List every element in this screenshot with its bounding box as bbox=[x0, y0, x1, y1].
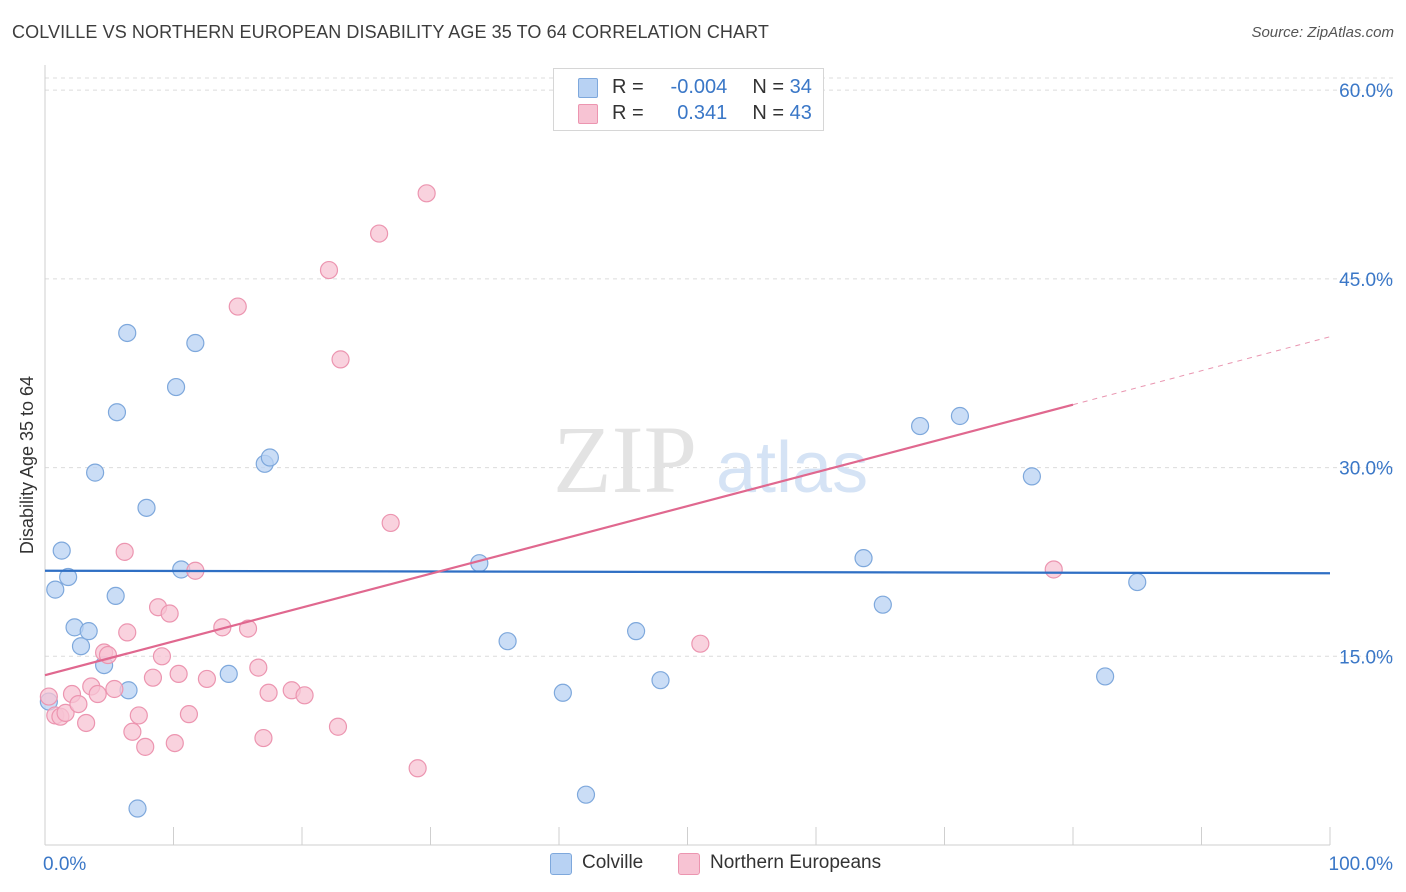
northern-europeans-point bbox=[197, 669, 217, 689]
legend-n-value: 43 bbox=[789, 102, 812, 124]
colville-point bbox=[107, 403, 127, 422]
northern-europeans-point bbox=[69, 694, 88, 714]
colville-point bbox=[166, 377, 186, 397]
stats-legend: R = -0.004 N = 34 R = 0.341 N = 43 bbox=[553, 68, 824, 131]
legend-r-label: R = bbox=[612, 76, 644, 98]
northern-europeans-point bbox=[249, 658, 268, 677]
colville-point bbox=[950, 406, 970, 426]
x-tick-label: 100.0% bbox=[1329, 854, 1394, 875]
colville-point bbox=[910, 416, 930, 436]
legend-n-value: 34 bbox=[789, 76, 812, 98]
northern-europeans-point bbox=[228, 297, 247, 316]
colville-point bbox=[1096, 667, 1115, 686]
colville-label: Colville bbox=[582, 852, 644, 873]
colville-trend-line bbox=[44, 569, 1331, 575]
colville-point bbox=[1128, 572, 1147, 592]
y-tick-label: 60.0% bbox=[1339, 81, 1393, 102]
northern-europeans-point bbox=[179, 705, 199, 724]
colville-point bbox=[626, 622, 646, 641]
northern-europeans-point bbox=[691, 634, 710, 653]
northern-europeans-point bbox=[319, 260, 339, 280]
northern-europeans-point bbox=[39, 687, 58, 706]
colville-point bbox=[106, 586, 125, 606]
northern-europeans-point bbox=[115, 542, 134, 561]
colville-point bbox=[498, 632, 517, 651]
northern-europeans-point bbox=[105, 679, 124, 699]
x-tick-label: 0.0% bbox=[43, 854, 86, 875]
legend-r-value: -0.004 bbox=[670, 76, 728, 98]
source-label: Source: ZipAtlas.com bbox=[1251, 24, 1394, 41]
northern-europeans-swatch bbox=[678, 853, 700, 875]
northern-europeans-point bbox=[123, 722, 142, 741]
legend-n-label: N = bbox=[752, 102, 785, 124]
colville-point bbox=[128, 799, 147, 818]
colville-point bbox=[52, 541, 71, 560]
colville-swatch bbox=[550, 853, 572, 875]
northern-europeans-point bbox=[129, 706, 148, 725]
northern-europeans-point bbox=[381, 513, 400, 533]
legend-r-value: 0.341 bbox=[677, 102, 728, 124]
northern-europeans-point bbox=[370, 224, 389, 243]
colville-point bbox=[219, 664, 238, 684]
colville-point bbox=[59, 567, 78, 587]
northern-europeans-point bbox=[238, 619, 258, 638]
northern-europeans-point bbox=[417, 184, 436, 203]
northern-europeans-trend-line bbox=[44, 403, 1074, 677]
y-tick-label: 30.0% bbox=[1339, 459, 1393, 480]
northern-europeans-point bbox=[408, 759, 427, 778]
northern-europeans-point bbox=[169, 664, 188, 684]
colville-point bbox=[46, 580, 65, 599]
legend-r-label: R = bbox=[612, 102, 644, 124]
colville-point bbox=[1022, 467, 1041, 486]
northern-europeans-point bbox=[152, 647, 172, 666]
colville-point bbox=[137, 498, 156, 517]
colville-point bbox=[651, 671, 670, 690]
northern-europeans-swatch bbox=[578, 104, 598, 124]
colville-point bbox=[576, 785, 596, 804]
y-axis-label: Disability Age 35 to 64 bbox=[17, 376, 37, 554]
northern-europeans-point bbox=[143, 668, 163, 687]
colville-point bbox=[79, 622, 98, 641]
colville-point bbox=[260, 448, 279, 467]
colville-swatch bbox=[578, 78, 598, 98]
watermark-zip: ZIP bbox=[553, 406, 697, 513]
y-tick-label: 15.0% bbox=[1339, 647, 1393, 668]
northern-europeans-point bbox=[136, 737, 155, 756]
colville-point bbox=[86, 463, 105, 482]
northern-europeans-point bbox=[259, 683, 278, 702]
northern-europeans-point bbox=[88, 684, 107, 704]
colville-point bbox=[854, 549, 873, 568]
northern-europeans-point bbox=[165, 733, 184, 753]
colville-point bbox=[873, 595, 892, 614]
watermark-atlas: atlas bbox=[716, 428, 868, 508]
chart-title: COLVILLE VS NORTHERN EUROPEAN DISABILITY… bbox=[12, 22, 769, 42]
northern-europeans-label: Northern Europeans bbox=[710, 852, 882, 873]
colville-point bbox=[118, 323, 137, 343]
colville-point bbox=[71, 637, 91, 656]
northern-europeans-point bbox=[160, 604, 179, 623]
northern-europeans-point bbox=[254, 728, 273, 748]
northern-europeans-trend-extension bbox=[1072, 336, 1331, 406]
colville-point bbox=[553, 683, 572, 702]
y-tick-label: 45.0% bbox=[1339, 270, 1393, 291]
northern-europeans-point bbox=[295, 686, 314, 705]
northern-europeans-point bbox=[331, 350, 350, 369]
northern-europeans-point bbox=[77, 713, 96, 733]
northern-europeans-point bbox=[118, 623, 137, 642]
northern-europeans-point bbox=[1044, 560, 1063, 579]
northern-europeans-point bbox=[328, 717, 348, 736]
northern-europeans-point bbox=[56, 703, 75, 723]
legend-n-label: N = bbox=[752, 76, 785, 98]
colville-point bbox=[186, 333, 205, 353]
